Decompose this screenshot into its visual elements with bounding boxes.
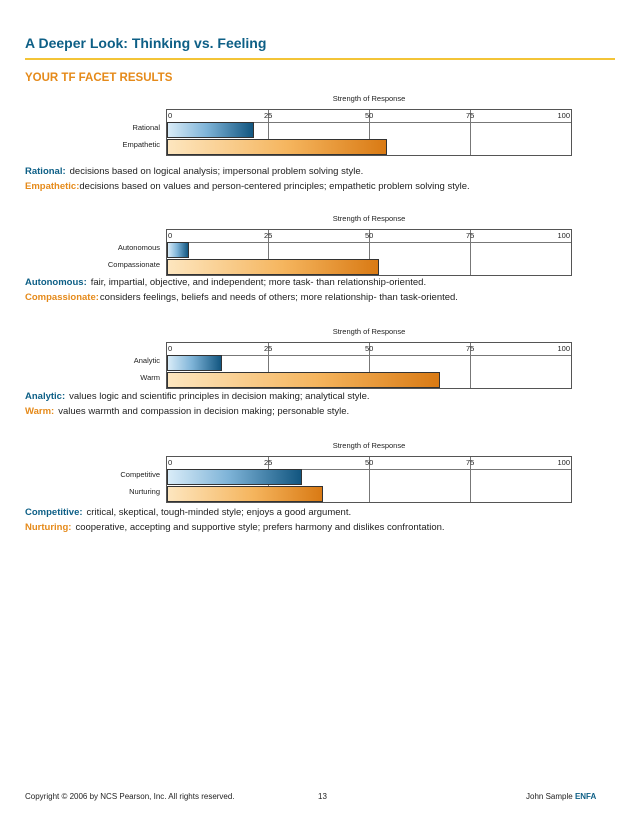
tick-label: 50	[365, 344, 374, 353]
tick-label: 0	[168, 231, 173, 240]
tick-label: 75	[466, 344, 475, 353]
chart-title: Strength of Response	[332, 441, 406, 450]
bar-autonomous	[167, 242, 190, 258]
text-nurturing: cooperative, accepting and supportive st…	[75, 522, 445, 533]
chart-1: Strength of Response 0 25 50 75 100	[166, 214, 572, 276]
category-label: Rational	[132, 123, 160, 132]
tick-label: 75	[466, 111, 475, 120]
gridline	[369, 110, 370, 155]
term-competitive: Competitive:	[25, 507, 83, 518]
category-label: Competitive	[120, 470, 160, 479]
chart-title: Strength of Response	[332, 327, 406, 336]
bar-compassionate	[167, 259, 380, 275]
tick-label: 75	[466, 231, 475, 240]
chart-3: Strength of Response 0 25 50 75 100	[166, 441, 572, 503]
text-autonomous: fair, impartial, objective, and independ…	[90, 277, 427, 288]
tick-label: 75	[466, 458, 475, 467]
gridline	[268, 230, 269, 275]
term-rational: Rational:	[25, 166, 66, 177]
desc-analytic: Analytic: values logic and scientific pri…	[25, 391, 370, 402]
term-compassionate: Compassionate:	[25, 292, 99, 303]
desc-competitive: Competitive: critical, skeptical, tough-m…	[25, 507, 351, 518]
tick-label: 25	[264, 344, 273, 353]
gridline	[470, 457, 471, 502]
tick-label: 0	[168, 111, 173, 120]
text-compassionate: considers feelings, beliefs and needs of…	[99, 292, 458, 303]
footer-name: John Sample	[526, 792, 573, 801]
term-nurturing: Nurturing:	[25, 522, 72, 533]
tick-label: 50	[365, 458, 374, 467]
bar-analytic	[167, 355, 222, 371]
desc-nurturing: Nurturing: cooperative, accepting and sup…	[25, 522, 445, 533]
gridline	[470, 230, 471, 275]
tick-label: 50	[365, 231, 374, 240]
tick-label: 25	[264, 231, 273, 240]
footer-copyright: Copyright © 2006 by NCS Pearson, Inc. Al…	[25, 792, 235, 801]
tick-label: 25	[264, 111, 273, 120]
chart-2: Strength of Response 0 25 50 75 100	[166, 327, 572, 389]
bar-empathetic	[167, 139, 388, 155]
gridline	[369, 230, 370, 275]
gridline	[268, 110, 269, 155]
gridline	[369, 343, 370, 388]
term-autonomous: Autonomous:	[25, 277, 87, 288]
tick-label: 0	[168, 458, 173, 467]
title-rule	[25, 58, 615, 60]
text-warm: values warmth and compassion in decision…	[58, 406, 350, 417]
footer-brand: John Sample ENFA	[526, 792, 596, 801]
chart-0: Strength of Response 0 25 50 75 100	[166, 94, 572, 156]
gridline	[470, 343, 471, 388]
page-title: A Deeper Look: Thinking vs. Feeling	[25, 35, 267, 51]
gridline	[470, 110, 471, 155]
bar-nurturing	[167, 486, 323, 502]
desc-empathetic: Empathetic:decisions based on values and…	[25, 181, 470, 192]
category-label: Warm	[140, 373, 160, 382]
tick-label: 100	[557, 458, 570, 467]
tick-label: 0	[168, 344, 173, 353]
chart-title: Strength of Response	[332, 214, 406, 223]
text-rational: decisions based on logical analysis; imp…	[69, 166, 364, 177]
desc-warm: Warm: values warmth and compassion in dec…	[25, 406, 349, 417]
gridline	[268, 343, 269, 388]
tick-label: 100	[557, 344, 570, 353]
bar-competitive	[167, 469, 303, 485]
desc-compassionate: Compassionate:considers feelings, belief…	[25, 292, 458, 303]
tick-label: 50	[365, 111, 374, 120]
term-analytic: Analytic:	[25, 391, 66, 402]
category-label: Autonomous	[117, 243, 160, 252]
bar-rational	[167, 122, 254, 138]
tick-label: 100	[557, 111, 570, 120]
footer-page-number: 13	[318, 792, 327, 801]
gridline	[369, 457, 370, 502]
desc-rational: Rational: decisions based on logical anal…	[25, 166, 363, 177]
tick-label: 100	[557, 231, 570, 240]
bar-warm	[167, 372, 440, 388]
category-label: Empathetic	[122, 140, 160, 149]
term-warm: Warm:	[25, 406, 55, 417]
section-subtitle: YOUR TF FACET RESULTS	[25, 72, 173, 84]
category-label: Compassionate	[107, 260, 160, 269]
tick-label: 25	[264, 458, 273, 467]
desc-autonomous: Autonomous: fair, impartial, objective, a…	[25, 277, 426, 288]
text-analytic: values logic and scientific principles i…	[69, 391, 370, 402]
term-empathetic: Empathetic:	[25, 181, 80, 192]
footer-product: ENFA	[574, 792, 597, 801]
category-label: Nurturing	[129, 487, 160, 496]
chart-title: Strength of Response	[332, 94, 406, 103]
text-competitive: critical, skeptical, tough-minded style;…	[86, 507, 352, 518]
text-empathetic: decisions based on values and person-cen…	[79, 181, 470, 192]
category-label: Analytic	[133, 356, 160, 365]
